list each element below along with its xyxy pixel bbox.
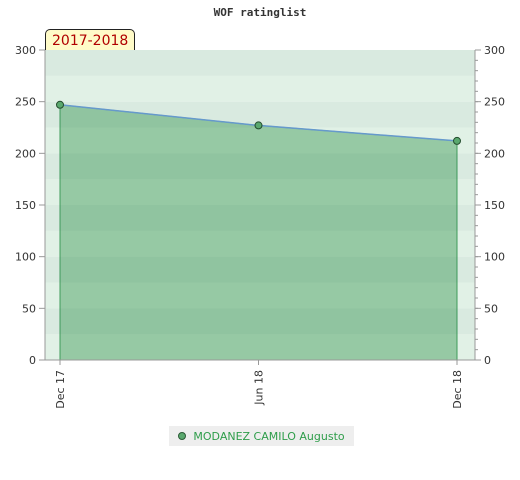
grid-stripe: [45, 153, 475, 180]
grid-stripe: [45, 308, 475, 335]
legend[interactable]: MODANEZ CAMILO Augusto: [169, 426, 354, 446]
y-tick-label-left: 100: [15, 251, 36, 264]
y-tick-label-left: 150: [15, 199, 36, 212]
x-tick-label: Dec 18: [451, 370, 464, 409]
x-tick-label: Jun 18: [253, 370, 266, 406]
y-tick-label-right: 50: [484, 302, 498, 315]
y-tick-label-right: 150: [484, 199, 505, 212]
season-badge: 2017-2018: [45, 29, 136, 51]
y-tick-label-left: 200: [15, 147, 36, 160]
y-tick-label-right: 300: [484, 44, 505, 57]
y-tick-label-right: 200: [484, 147, 505, 160]
legend-marker-icon: [178, 432, 187, 440]
y-tick-label-left: 300: [15, 44, 36, 57]
y-tick-label-right: 0: [484, 354, 491, 367]
y-tick-label-left: 250: [15, 96, 36, 109]
x-tick-label: Dec 17: [54, 370, 67, 409]
y-tick-label-right: 100: [484, 251, 505, 264]
y-tick-label-left: 0: [29, 354, 36, 367]
grid-stripe: [45, 205, 475, 231]
y-tick-label-left: 50: [22, 302, 36, 315]
chart-title: WOF ratinglist: [213, 6, 307, 19]
data-point: [56, 100, 64, 109]
y-tick-label-right: 250: [484, 96, 505, 109]
grid-stripe: [45, 50, 475, 76]
legend-label: MODANEZ CAMILO Augusto: [193, 429, 345, 443]
data-point: [453, 136, 461, 145]
data-point: [254, 121, 263, 130]
grid-stripe: [45, 256, 475, 283]
background-band: [45, 50, 475, 76]
background-band: [45, 75, 475, 102]
